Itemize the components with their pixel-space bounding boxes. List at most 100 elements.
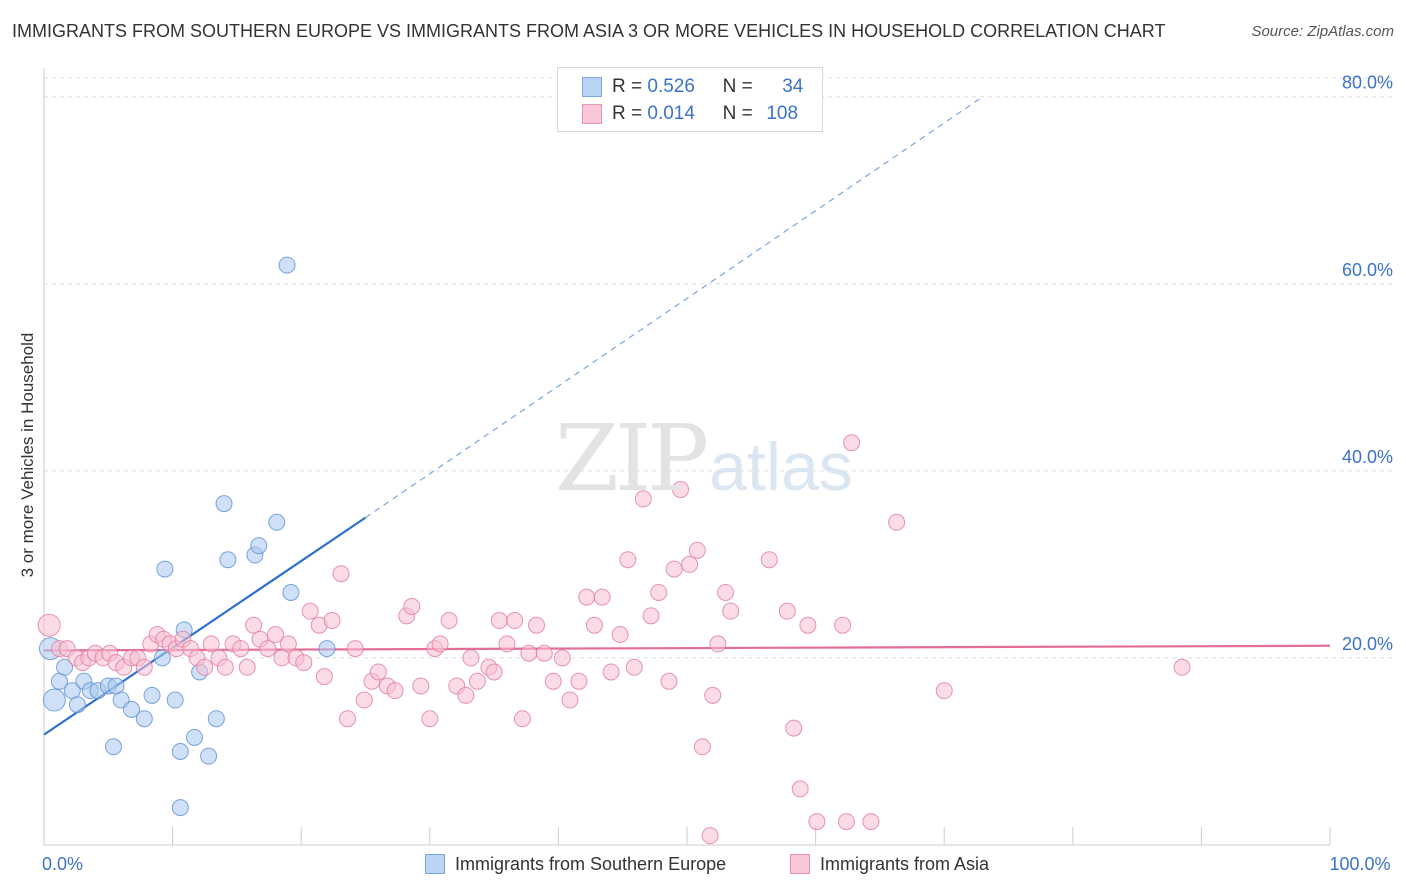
point-asia [506, 612, 524, 630]
point-asia [528, 616, 546, 634]
bottom-legend-swatch-pink [790, 854, 810, 874]
point-southern-europe [135, 710, 153, 728]
point-southern-europe [171, 799, 189, 817]
trend-line-asia [43, 644, 1331, 652]
point-asia [490, 612, 508, 630]
point-southern-europe [250, 537, 268, 555]
point-asia [1173, 658, 1191, 676]
point-asia [660, 672, 678, 690]
y-tick-label: 20.0% [1342, 634, 1393, 654]
point-asia [693, 738, 711, 756]
point-asia [553, 649, 571, 667]
point-asia [704, 686, 722, 704]
point-asia [634, 490, 652, 508]
legend-r-label: R = [612, 103, 643, 124]
point-asia [468, 672, 486, 690]
point-asia [701, 827, 719, 845]
trend-line-southern-europe-extension [365, 96, 984, 519]
point-asia [688, 541, 706, 559]
point-asia [799, 616, 817, 634]
x-tick-label: 0.0% [42, 854, 83, 874]
point-asia [570, 672, 588, 690]
point-asia [722, 602, 740, 620]
point-southern-europe [268, 513, 286, 531]
point-asia [681, 555, 699, 573]
legend-n-value: 34 [782, 76, 804, 97]
point-asia [760, 551, 778, 569]
point-southern-europe [156, 560, 174, 578]
point-asia [578, 588, 596, 606]
y-tick-label: 60.0% [1342, 260, 1393, 280]
point-asia [196, 658, 214, 676]
stats-legend: R = 0.526 N = 34 R = 0.014 N = 108 [557, 67, 823, 132]
source-label: Source: ZipAtlas.com [1251, 23, 1394, 40]
bottom-legend-swatch-blue [425, 854, 445, 874]
point-southern-europe [318, 640, 336, 658]
point-asia [888, 513, 906, 531]
bottom-legend-label: Immigrants from Southern Europe [455, 853, 727, 874]
point-asia [279, 635, 297, 653]
point-asia [808, 813, 826, 831]
y-tick-label: 40.0% [1342, 447, 1393, 467]
point-asia [202, 635, 220, 653]
point-asia [625, 658, 643, 676]
point-asia [485, 663, 503, 681]
point-southern-europe [42, 688, 66, 712]
point-asia [245, 616, 263, 634]
legend-swatch-blue [582, 77, 602, 97]
gridlines [44, 77, 1392, 659]
point-asia [440, 612, 458, 630]
point-asia [672, 481, 690, 499]
point-southern-europe [219, 551, 237, 569]
point-asia [602, 663, 620, 681]
point-asia [561, 691, 579, 709]
point-asia [611, 626, 629, 644]
legend-r-value: 0.014 [647, 103, 695, 124]
point-asia [593, 588, 611, 606]
bottom-legend-label: Immigrants from Asia [820, 853, 990, 874]
legend-n-label: N = [722, 76, 753, 97]
point-asia [323, 612, 341, 630]
point-asia [544, 672, 562, 690]
point-asia [709, 635, 727, 653]
point-asia [535, 644, 553, 662]
point-asia [37, 613, 61, 637]
y-tick-label: 80.0% [1342, 73, 1393, 93]
point-asia [498, 635, 516, 653]
point-asia [332, 565, 350, 583]
point-asia [301, 602, 319, 620]
point-asia [369, 663, 387, 681]
legend-n-label: N = [722, 103, 753, 124]
point-asia [232, 640, 250, 658]
point-asia [520, 644, 538, 662]
watermark-atlas: atlas [709, 429, 853, 505]
data-points [37, 256, 1191, 845]
point-asia [238, 658, 256, 676]
point-asia [216, 658, 234, 676]
point-southern-europe [122, 700, 140, 718]
point-southern-europe [207, 710, 225, 728]
point-southern-europe [171, 742, 189, 760]
point-southern-europe [56, 658, 74, 676]
point-southern-europe [282, 583, 300, 601]
point-asia [791, 780, 809, 798]
point-asia [843, 434, 861, 452]
watermark-zip: ZIP [555, 405, 709, 512]
point-southern-europe [185, 728, 203, 746]
point-asia [717, 583, 735, 601]
legend-n-value: 108 [766, 103, 799, 124]
point-asia [412, 677, 430, 695]
point-asia [403, 597, 421, 615]
point-asia [266, 626, 284, 644]
point-asia [259, 640, 277, 658]
point-asia [346, 640, 364, 658]
point-asia [457, 686, 475, 704]
point-asia [338, 710, 356, 728]
point-asia [421, 710, 439, 728]
point-southern-europe [104, 738, 122, 756]
point-asia [585, 616, 603, 634]
legend-row-southern-europe: R = 0.526 N = 34 [582, 75, 803, 99]
point-asia [355, 691, 373, 709]
point-southern-europe [278, 256, 296, 274]
legend-r-value: 0.526 [647, 76, 695, 97]
